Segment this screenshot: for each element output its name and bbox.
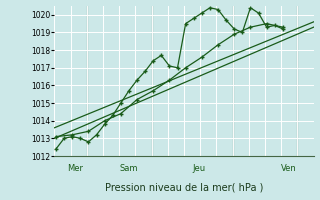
Text: Sam: Sam <box>119 164 138 173</box>
Text: Pression niveau de la mer( hPa ): Pression niveau de la mer( hPa ) <box>105 183 263 193</box>
Text: Mer: Mer <box>68 164 84 173</box>
Text: Ven: Ven <box>281 164 297 173</box>
Text: Jeu: Jeu <box>192 164 205 173</box>
